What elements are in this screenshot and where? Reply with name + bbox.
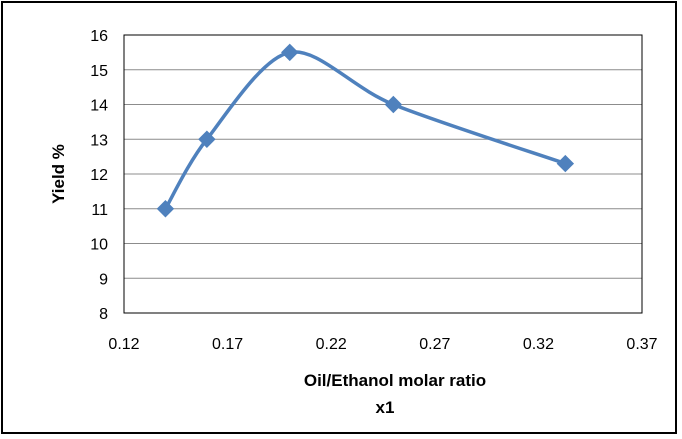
- data-point-marker: [198, 130, 216, 148]
- y-tick-label: 14: [90, 98, 108, 115]
- x-axis-title: Oil/Ethanol molar ratio: [304, 371, 486, 390]
- x-tick-label: 0.12: [108, 336, 139, 353]
- x-tick-label: 0.32: [523, 336, 554, 353]
- series-line: [163, 50, 566, 210]
- x-axis-title-line2: x1: [376, 398, 395, 417]
- y-tick-label: 16: [90, 28, 108, 45]
- y-axis-tick-labels: 8 9 10 11 12 13 14 15 16: [90, 28, 108, 323]
- y-axis-title: Yield %: [49, 144, 68, 204]
- y-tick-label: 8: [99, 306, 108, 323]
- y-tick-label: 12: [90, 167, 108, 184]
- x-axis-tick-labels: 0.12 0.17 0.22 0.27 0.32 0.37: [108, 336, 657, 353]
- x-tick-label: 0.17: [212, 336, 243, 353]
- plot-area: [123, 34, 643, 314]
- data-point-marker: [156, 200, 175, 218]
- data-point-marker: [281, 43, 299, 62]
- y-tick-label: 9: [99, 271, 108, 288]
- x-tick-label: 0.22: [316, 336, 347, 353]
- data-point-marker: [384, 95, 403, 114]
- data-markers: [156, 43, 575, 218]
- y-tick-label: 13: [90, 132, 108, 149]
- x-tick-label: 0.37: [626, 336, 657, 353]
- y-tick-label: 15: [90, 63, 108, 80]
- y-tick-label: 11: [91, 202, 108, 219]
- data-point-marker: [556, 154, 575, 173]
- y-tick-label: 10: [90, 237, 108, 254]
- x-tick-label: 0.27: [419, 336, 450, 353]
